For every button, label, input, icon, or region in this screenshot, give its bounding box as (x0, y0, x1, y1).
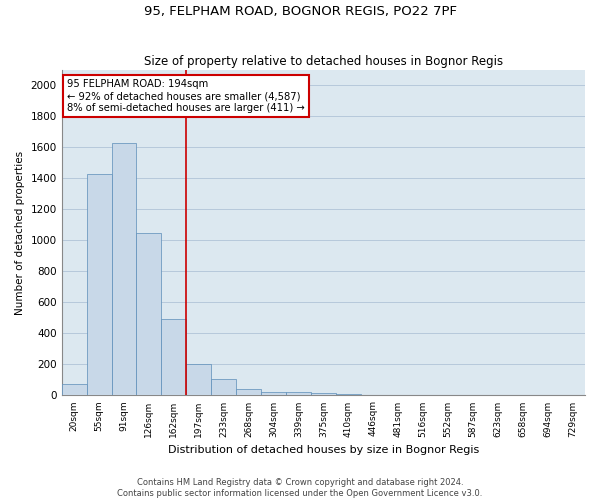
Title: Size of property relative to detached houses in Bognor Regis: Size of property relative to detached ho… (144, 56, 503, 68)
Bar (86, 174, 112, 396)
Text: 95 FELPHAM ROAD: 194sqm
← 92% of detached houses are smaller (4,587)
8% of semi-: 95 FELPHAM ROAD: 194sqm ← 92% of detache… (67, 80, 305, 112)
Bar (62, 384, 86, 396)
Bar (361, 394, 386, 396)
X-axis label: Distribution of detached houses by size in Bognor Regis: Distribution of detached houses by size … (168, 445, 479, 455)
Y-axis label: Number of detached properties: Number of detached properties (15, 150, 25, 314)
Text: Contains HM Land Registry data © Crown copyright and database right 2024.
Contai: Contains HM Land Registry data © Crown c… (118, 478, 482, 498)
Bar (136, 232, 161, 396)
Bar (161, 320, 186, 396)
Bar (112, 144, 136, 396)
Bar (211, 379, 236, 396)
Bar (286, 392, 311, 396)
Bar (236, 389, 261, 396)
Bar (336, 394, 361, 396)
Text: 95, FELPHAM ROAD, BOGNOR REGIS, PO22 7PF: 95, FELPHAM ROAD, BOGNOR REGIS, PO22 7PF (143, 5, 457, 18)
Bar (186, 364, 211, 396)
Bar (311, 393, 336, 396)
Bar (261, 392, 286, 396)
